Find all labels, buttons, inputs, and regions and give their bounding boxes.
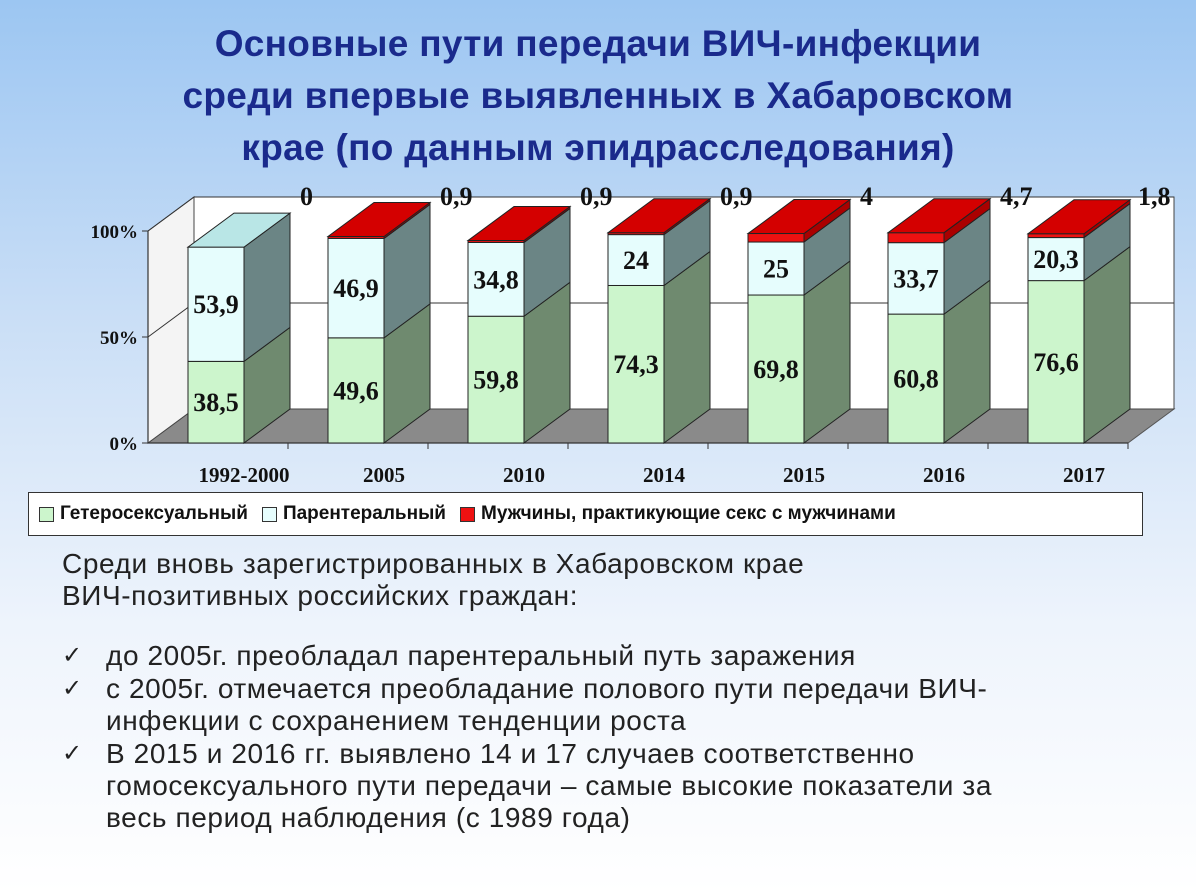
bar-segment-2015 [747,233,805,243]
data-label: 0,9 [720,182,753,211]
legend: Гетеросексуальный Парентеральный Мужчины… [28,492,1143,536]
bar-top-2015 [746,199,852,235]
data-label: 38,5 [193,388,239,417]
y-tick-label: 50% [100,328,138,349]
y-tick-label: 0% [110,434,139,455]
x-tick-label: 2016 [923,463,965,487]
title-line: среди впервые выявленных в Хабаровском [182,75,1014,116]
bullet-line: В 2015 и 2016 гг. выявлено 14 и 17 случа… [106,738,915,769]
x-tick-label: 1992-2000 [199,463,290,487]
bar-top-2014 [606,198,712,234]
data-label: 4,7 [1000,182,1033,211]
check-icon: ✓ [62,740,83,767]
bar-top-2016 [886,198,992,234]
bullet-line: до 2005г. преобладал парентеральный путь… [106,640,856,671]
gridline [147,196,1174,232]
bar-segment-2005 [327,237,385,339]
data-label: 0,9 [580,182,613,211]
bar-segment-2015 [747,294,805,444]
data-label: 46,9 [333,274,379,303]
bar-segment-2010 [467,241,525,317]
bar-segment-2005 [327,337,385,444]
bar-top-1992-2000 [186,212,292,248]
data-label: 34,8 [473,265,519,294]
chart-title: Основные пути передачи ВИЧ-инфекции сред… [0,18,1196,174]
bar-segment-2017 [1027,233,1085,239]
bar-top-2010 [466,206,572,242]
data-label: 60,8 [893,365,939,394]
bar-segment-1992-2000 [187,246,245,362]
bullet-item: ✓ с 2005г. отмечается преобладание полов… [62,673,1152,737]
legend-swatch [460,506,475,522]
legend-label: Парентеральный [282,503,446,524]
bar-segment-2015 [747,241,805,296]
check-icon: ✓ [62,675,83,702]
legend-item-msm: Мужчины, практикующие секс с мужчинами [460,503,896,525]
data-label: 53,9 [193,290,239,319]
bullet-line: гомосексуального пути передачи – самые в… [106,770,993,801]
data-label: 49,6 [333,376,379,405]
intro-line: Среди вновь зарегистрированных в Хабаров… [62,548,805,579]
data-label: 76,6 [1033,348,1079,377]
data-label: 25 [763,255,789,284]
bullet-line: инфекции с сохранением тенденции роста [106,705,687,736]
data-label: 4 [860,182,873,211]
bullet-item: ✓ до 2005г. преобладал парентеральный пу… [62,640,1152,672]
x-tick-label: 2014 [643,463,686,487]
bar-top-2017 [1026,199,1132,235]
summary-bullets: ✓ до 2005г. преобладал парентеральный пу… [62,640,1152,834]
bar-segment-1992-2000 [187,360,245,444]
data-label: 33,7 [893,264,939,293]
bar-segment-2014 [607,234,665,286]
data-label: 69,8 [753,355,799,384]
bar-segment-2016 [887,242,945,315]
legend-swatch [39,506,54,522]
bar-segment-2014 [607,284,665,444]
summary-text: Среди вновь зарегистрированных в Хабаров… [62,548,1152,835]
bullet-line: с 2005г. отмечается преобладание половог… [106,673,988,704]
bullet-item: ✓ В 2015 и 2016 гг. выявлено 14 и 17 слу… [62,738,1152,834]
x-tick-label: 2017 [1063,463,1105,487]
check-icon: ✓ [62,642,83,669]
intro-line: ВИЧ-позитивных российских граждан: [62,580,579,611]
data-label: 1,8 [1138,182,1171,211]
data-label: 24 [623,246,649,275]
legend-label: Мужчины, практикующие секс с мужчинами [481,503,896,524]
bullet-line: весь период наблюдения (с 1989 года) [106,802,631,833]
bar-segment-2016 [887,313,945,444]
data-label: 20,3 [1033,245,1079,274]
data-label: 59,8 [473,366,519,395]
title-line: крае (по данным эпидрасследования) [241,127,955,168]
y-tick-label: 100% [91,222,139,243]
legend-swatch [261,506,277,522]
stacked-bar-chart: 0% 50% 100% 38,5 53,9 0 1992-2000 49,6 46,9 0,9 20… [91,182,1176,487]
x-tick-label: 2015 [783,463,825,487]
legend-label: Гетеросексуальный [60,503,248,524]
data-label: 0,9 [440,182,473,211]
bar-segment-2017 [1027,280,1085,444]
title-line: Основные пути передачи ВИЧ-инфекции [214,23,982,64]
legend-item-parenteral: Парентеральный [261,503,446,525]
bar-top-2005 [326,202,432,238]
data-label: 74,3 [613,350,659,379]
data-label: 0 [300,182,313,211]
x-tick-label: 2010 [503,463,545,487]
legend-item-heterosexual: Гетеросексуальный [39,503,248,525]
x-tick-label: 2005 [363,463,405,487]
bar-segment-2010 [467,315,525,444]
summary-intro: Среди вновь зарегистрированных в Хабаров… [62,548,1152,612]
bar-segment-2016 [887,232,945,244]
